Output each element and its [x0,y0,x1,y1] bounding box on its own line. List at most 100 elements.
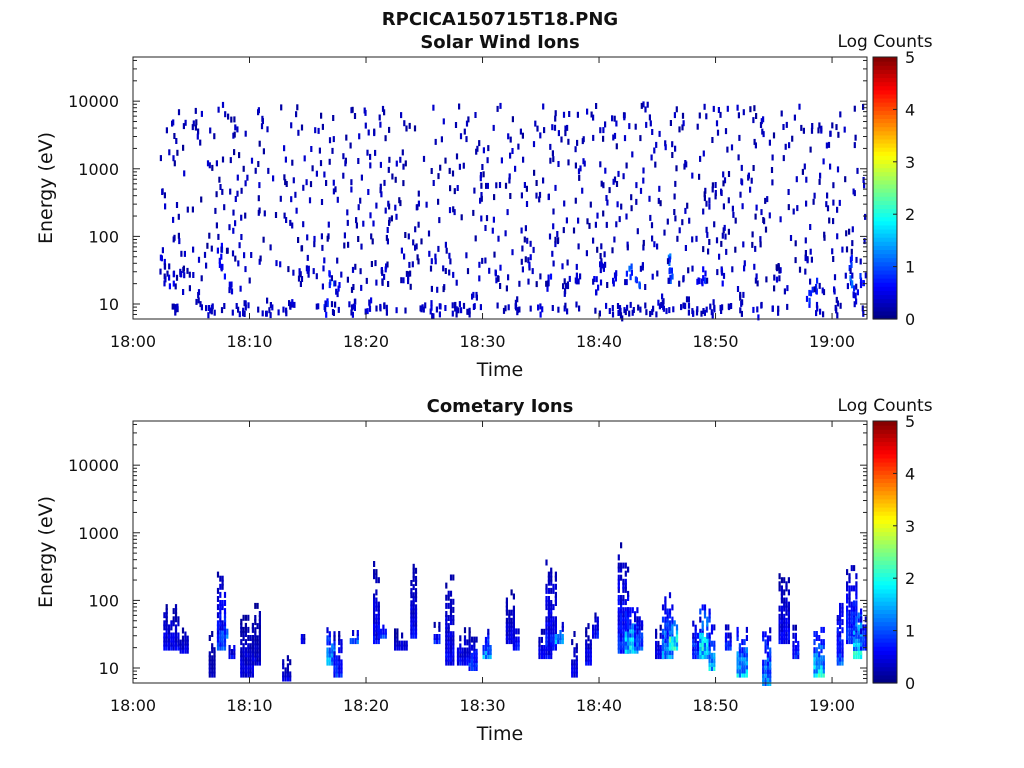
spectrogram-cell [177,636,180,643]
spectrogram-cell [756,306,759,313]
spectrogram-cell [432,104,435,111]
spectrogram-cell [663,229,666,236]
spectrogram-cell [568,275,571,282]
spectrogram-cell [850,255,853,261]
spectrogram-cell [636,616,639,623]
spectrogram-cell [615,143,618,150]
spectrogram-cell [523,236,526,243]
spectrogram-cell [668,636,672,643]
spectrogram-cell [258,623,261,630]
spectrogram-cell [315,303,318,310]
spectrogram-cell [480,195,483,202]
spectrogram-cell [460,214,463,221]
spectrogram-cell [743,663,746,670]
spectrogram-cell [468,627,471,634]
spectrogram-cell [343,232,346,239]
spectrogram-cell [644,106,647,113]
spectrogram-cell [476,145,479,152]
spectrogram-cell [414,580,418,586]
spectrogram-cell [375,279,378,286]
spectrogram-cell [334,280,337,287]
spectrogram-cell [168,640,171,647]
spectrogram-cell [836,619,839,626]
colorbar-segment [873,478,897,483]
spectrogram-cell [357,236,360,242]
spectrogram-cell [338,671,341,678]
spectrogram-cell [708,665,711,671]
spectrogram-cell [846,634,849,640]
spectrogram-cell [242,165,245,172]
spectrogram-cell [655,645,658,651]
spectrogram-cell [636,636,639,643]
spectrogram-cell [479,304,482,311]
spectrogram-cell [554,591,557,598]
spectrogram-cell [258,182,261,189]
spectrogram-cell [547,571,550,578]
spectrogram-cell [379,303,382,310]
spectrogram-cell [575,272,578,279]
spectrogram-cell [519,128,522,135]
spectrogram-cell [338,631,341,637]
spectrogram-cell [242,663,245,670]
spectrogram-cell [287,266,290,273]
spectrogram-cell [617,631,620,638]
spectrogram-cell [473,644,476,651]
spectrogram-cell [722,203,725,210]
spectrogram-cell [345,134,348,141]
spectrogram-cell [809,146,812,153]
spectrogram-cell [606,199,609,206]
spectrogram-cell [836,233,839,240]
spectrogram-cell [333,655,336,662]
spectrogram-cell [664,144,667,151]
spectrogram-cell [487,632,490,639]
spectrogram-cell [163,624,166,631]
spectrogram-cell [210,308,213,315]
spectrogram-cell [349,638,352,645]
spectrogram-cell [764,667,767,674]
spectrogram-cell [400,247,403,254]
spectrogram-cell [808,289,811,296]
spectrogram-cell [839,659,842,666]
spectrogram-cell [282,306,285,313]
spectrogram-cell [575,647,578,654]
spectrogram-cell [691,172,694,179]
spectrogram-cell [741,659,744,666]
spectrogram-cell [562,283,565,290]
spectrogram-cell [219,640,222,647]
spectrogram-cell [720,269,724,276]
spectrogram-cell [617,310,620,316]
spectrogram-cell [818,663,821,670]
spectrogram-cell [815,288,818,295]
spectrogram-cell [862,628,865,635]
spectrogram-cell [427,230,431,237]
spectrogram-cell [229,157,232,164]
spectrogram-cell [383,179,386,186]
spectrogram-cell [574,277,577,284]
spectrogram-cell [284,179,287,186]
spectrogram-cell [251,659,254,666]
spectrogram-cell [740,178,743,185]
spectrogram-cell [263,210,266,217]
spectrogram-cell [382,628,385,635]
spectrogram-cell [216,604,220,611]
colorbar-segment [873,506,897,512]
spectrogram-cell [592,624,595,631]
spectrogram-cell [657,653,660,660]
spectrogram-cell [545,649,548,655]
spectrogram-cell [617,599,620,606]
spectrogram-cell [372,220,375,227]
spectrogram-cell [696,653,700,660]
spectrogram-cell [597,284,600,291]
spectrogram-cell [711,186,714,193]
spectrogram-cell [792,645,795,651]
spectrogram-cell [507,274,510,281]
spectrogram-cell [620,562,623,569]
colorbar-segment [873,114,897,119]
x-tick-label: 18:20 [343,696,389,715]
spectrogram-cell [863,182,866,189]
spectrogram-cell [484,257,487,264]
spectrogram-cell [445,594,448,601]
spectrogram-cell [703,612,707,619]
spectrogram-cell [409,283,412,290]
spectrogram-cell [661,293,664,300]
